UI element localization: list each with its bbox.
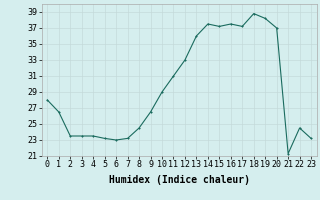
X-axis label: Humidex (Indice chaleur): Humidex (Indice chaleur) [109,175,250,185]
